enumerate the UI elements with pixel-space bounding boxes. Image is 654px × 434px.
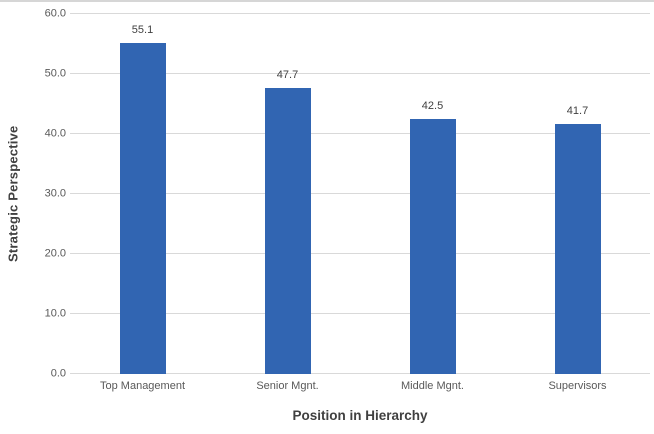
x-category-label-senior-mgnt: Senior Mgnt. — [256, 380, 319, 392]
chart-top-border — [0, 0, 654, 2]
bar-value-label-middle-mgnt: 42.5 — [421, 100, 444, 112]
y-tick-label-20.0: 20.0 — [44, 247, 66, 260]
y-tick-label-10.0: 10.0 — [44, 307, 66, 320]
x-axis-category-labels: Top Management Senior Mgnt. Middle Mgnt. Su… — [70, 380, 650, 394]
gridline-40.0 — [70, 133, 650, 134]
bar-senior-mgnt — [264, 87, 311, 374]
bar-top-management — [119, 43, 166, 374]
y-tick-label-30.0: 30.0 — [44, 187, 66, 200]
x-axis-title: Position in Hierarchy — [292, 408, 428, 423]
x-category-label-middle-mgnt: Middle Mgnt. — [401, 380, 464, 392]
gridline-50.0 — [70, 73, 650, 74]
bar-value-label-supervisors: 41.7 — [566, 104, 589, 117]
x-category-label-supervisors: Supervisors — [548, 380, 607, 392]
y-tick-label-40.0: 40.0 — [44, 127, 66, 140]
y-tick-label-50.0: 50.0 — [44, 67, 66, 80]
y-tick-label-0.0: 0.0 — [50, 367, 66, 380]
plot-area: 55.1 47.7 42.5 41.7 — [70, 13, 650, 374]
bar-middle-mgnt — [409, 119, 456, 374]
bar-supervisors — [554, 123, 601, 374]
bar-value-label-senior-mgnt: 47.7 — [276, 68, 299, 81]
gridline-30.0 — [70, 193, 650, 194]
gridline-60.0 — [70, 13, 650, 14]
y-tick-label-60.0: 60.0 — [44, 7, 66, 20]
bar-value-label-top-management: 55.1 — [131, 24, 154, 37]
gridline-0.0 — [70, 373, 650, 374]
gridline-20.0 — [70, 253, 650, 254]
x-category-label-top-management: Top Management — [100, 380, 185, 392]
gridline-10.0 — [70, 313, 650, 314]
y-axis-ticks: 0.0 10.0 20.0 30.0 40.0 50.0 60.0 — [0, 8, 66, 380]
